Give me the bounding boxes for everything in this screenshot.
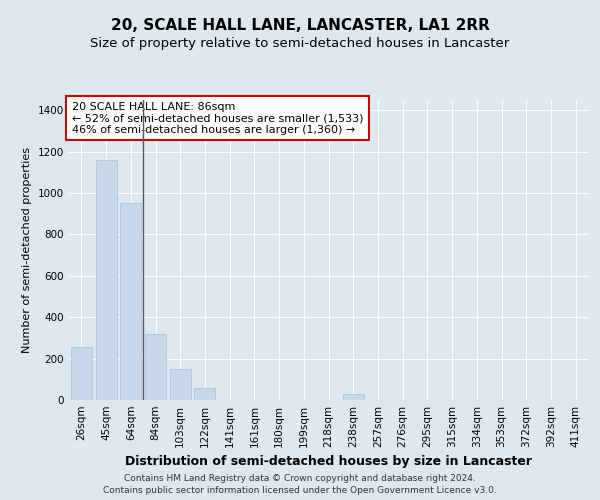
Text: 20, SCALE HALL LANE, LANCASTER, LA1 2RR: 20, SCALE HALL LANE, LANCASTER, LA1 2RR: [110, 18, 490, 32]
Text: Contains HM Land Registry data © Crown copyright and database right 2024.
Contai: Contains HM Land Registry data © Crown c…: [103, 474, 497, 495]
Bar: [120, 204, 141, 400]
Bar: [145, 334, 166, 400]
Bar: [170, 369, 191, 400]
Bar: [95, 160, 116, 400]
Bar: [71, 347, 92, 400]
Y-axis label: Number of semi-detached properties: Number of semi-detached properties: [22, 147, 32, 353]
X-axis label: Distribution of semi-detached houses by size in Lancaster: Distribution of semi-detached houses by …: [125, 456, 532, 468]
Bar: [343, 394, 364, 400]
Text: Size of property relative to semi-detached houses in Lancaster: Size of property relative to semi-detach…: [91, 38, 509, 51]
Text: 20 SCALE HALL LANE: 86sqm
← 52% of semi-detached houses are smaller (1,533)
46% : 20 SCALE HALL LANE: 86sqm ← 52% of semi-…: [71, 102, 363, 134]
Bar: [194, 388, 215, 400]
